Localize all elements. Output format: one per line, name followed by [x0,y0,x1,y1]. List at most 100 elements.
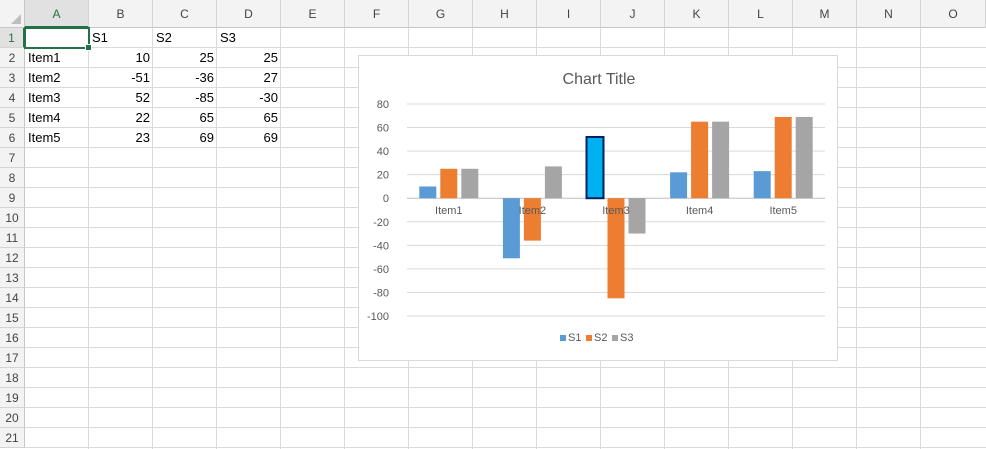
bar-s3-item5[interactable] [795,116,813,199]
column-header-i[interactable]: I [537,0,601,28]
cell-b1[interactable]: S1 [92,30,108,45]
legend-label-s1[interactable]: S1 [568,332,581,344]
bar-s1-item2[interactable] [502,198,520,259]
column-header-d[interactable]: D [217,0,281,28]
legend-label-s3[interactable]: S3 [620,332,633,344]
row-header-5[interactable]: 5 [0,108,25,128]
bar-s1-item1[interactable] [419,186,437,199]
cell-c3[interactable]: -36 [195,70,214,85]
column-header-m[interactable]: M [793,0,857,28]
cell-d5[interactable]: 65 [263,110,278,125]
row-header-16[interactable]: 16 [0,328,25,348]
bar-s2-item1[interactable] [440,168,458,199]
row-header-9[interactable]: 9 [0,188,25,208]
cell-b5[interactable]: 22 [135,110,150,125]
y-tick-label: -80 [373,287,389,299]
bar-s1-item5[interactable] [753,171,771,199]
cell-c4[interactable]: -85 [195,90,214,105]
column-header-f[interactable]: F [345,0,409,28]
select-all-corner[interactable] [0,0,25,28]
grid-line-vertical [280,28,281,449]
chart-legend[interactable]: S1 S2 S3 [560,332,633,344]
cell-b3[interactable]: -51 [131,70,150,85]
chart-title[interactable]: Chart Title [563,71,636,88]
row-header-15[interactable]: 15 [0,308,25,328]
grid-line-vertical [920,28,921,449]
cell-b6[interactable]: 23 [135,130,150,145]
row-header-14[interactable]: 14 [0,288,25,308]
row-header-21[interactable]: 21 [0,428,25,448]
y-tick-label: 80 [377,99,389,111]
legend-label-s2[interactable]: S2 [594,332,607,344]
legend-swatch-s2 [586,335,592,341]
cell-d3[interactable]: 27 [263,70,278,85]
grid-line-vertical [344,28,345,449]
row-header-13[interactable]: 13 [0,268,25,288]
cell-d1[interactable]: S3 [220,30,236,45]
cell-a2[interactable]: Item1 [28,50,61,65]
column-header-o[interactable]: O [921,0,986,28]
column-header-h[interactable]: H [473,0,537,28]
row-header-8[interactable]: 8 [0,168,25,188]
x-category-label: Item3 [602,205,630,217]
row-header-11[interactable]: 11 [0,228,25,248]
cell-a6[interactable]: Item5 [28,130,61,145]
column-header-b[interactable]: B [89,0,153,28]
row-header-12[interactable]: 12 [0,248,25,268]
chart[interactable]: Chart Title 80 60 40 20 0 -20 -40 -60 -80 -100 It… [358,55,838,361]
row-header-18[interactable]: 18 [0,368,25,388]
column-header-g[interactable]: G [409,0,473,28]
cell-b4[interactable]: 52 [135,90,150,105]
cell-c6[interactable]: 69 [199,130,214,145]
column-header-j[interactable]: J [601,0,665,28]
column-header-c[interactable]: C [153,0,217,28]
cell-c5[interactable]: 65 [199,110,214,125]
cell-c2[interactable]: 25 [199,50,214,65]
row-header-19[interactable]: 19 [0,388,25,408]
y-tick-label: 20 [377,170,389,182]
cell-d2[interactable]: 25 [263,50,278,65]
bar-s1-item4[interactable] [670,172,688,199]
y-tick-label: -40 [373,240,389,252]
cell-c1[interactable]: S2 [156,30,172,45]
column-header-e[interactable]: E [281,0,345,28]
bar-s2-item5[interactable] [774,116,792,199]
y-tick-label: 60 [377,123,389,135]
column-header-n[interactable]: N [857,0,921,28]
row-header-17[interactable]: 17 [0,348,25,368]
bar-s2-item3[interactable] [607,198,625,299]
row-header-1[interactable]: 1 [0,28,25,48]
row-header-4[interactable]: 4 [0,88,25,108]
y-axis-tick-labels: 80 60 40 20 0 -20 -40 -60 -80 -100 [367,99,389,323]
bar-s3-item1[interactable] [461,168,479,199]
bar-s2-item4[interactable] [691,121,709,199]
y-tick-label: 40 [377,146,389,158]
cell-a4[interactable]: Item3 [28,90,61,105]
bar-s3-item3[interactable] [628,198,646,234]
bar-s1-item3[interactable] [585,135,605,200]
column-header-a[interactable]: A [25,0,89,28]
cell-b2[interactable]: 10 [135,50,150,65]
row-header-20[interactable]: 20 [0,408,25,428]
cell-a3[interactable]: Item2 [28,70,61,85]
row-header-7[interactable]: 7 [0,148,25,168]
column-header-l[interactable]: L [729,0,793,28]
bar-s3-item4[interactable] [712,121,730,199]
cell-d6[interactable]: 69 [263,130,278,145]
bar-s2-item2[interactable] [523,198,541,241]
row-header-6[interactable]: 6 [0,128,25,148]
row-header-2[interactable]: 2 [0,48,25,68]
row-header-3[interactable]: 3 [0,68,25,88]
cell-a5[interactable]: Item4 [28,110,61,125]
grid-line-vertical [216,28,217,449]
grid-line-horizontal [25,427,986,428]
cell-d4[interactable]: -30 [259,90,278,105]
row-header-10[interactable]: 10 [0,208,25,228]
bar-s3-item2[interactable] [544,166,562,199]
y-tick-label: -20 [373,217,389,229]
chart-bars[interactable] [419,116,813,299]
chart-canvas[interactable]: Chart Title 80 60 40 20 0 -20 -40 -60 -80 -100 It… [359,56,839,362]
column-header-k[interactable]: K [665,0,729,28]
grid-line-vertical [88,28,89,449]
